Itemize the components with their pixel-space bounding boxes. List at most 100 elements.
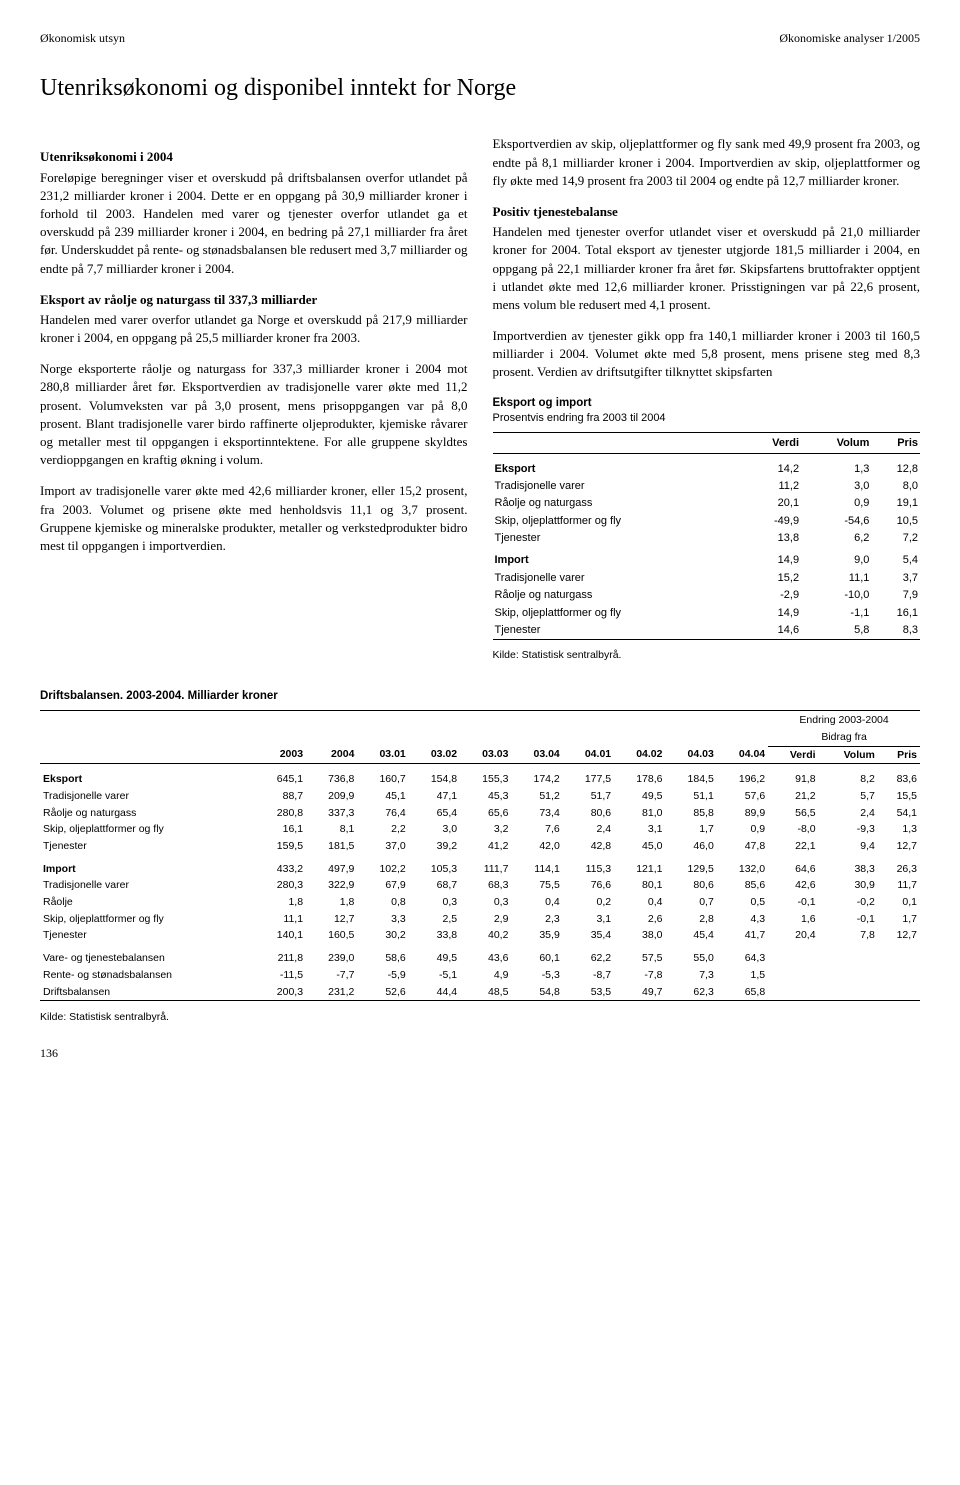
body-paragraph: Handelen med varer overfor utlandet ga N… [40,311,468,347]
table-cell: 45,0 [614,838,665,855]
table-cell: 0,4 [614,894,665,911]
table-row: Driftsbalansen200,3231,252,644,448,554,8… [40,984,920,1001]
table-title: Driftsbalansen. 2003-2004. Milliarder kr… [40,688,920,710]
table-cell: 5,7 [819,788,878,805]
table-row: Skip, oljeplattformer og fly14,9-1,116,1 [493,605,921,622]
table-cell: Eksport [40,765,255,788]
left-column: Utenriksøkonomi i 2004 Foreløpige beregn… [40,135,468,663]
table-cell: 1,7 [665,821,716,838]
table-cell: 45,4 [665,927,716,944]
table-cell: 6,2 [801,530,871,547]
table-cell: 132,0 [717,855,768,878]
table-cell: 22,1 [768,838,818,855]
table-cell: 64,3 [717,944,768,967]
table-cell: 121,1 [614,855,665,878]
table-cell: 51,1 [665,788,716,805]
table-cell: 231,2 [306,984,357,1001]
table-cell: Skip, oljeplattformer og fly [40,821,255,838]
table-cell: 0,8 [357,894,408,911]
table-row: Import433,2497,9102,2105,3111,7114,1115,… [40,855,920,878]
body-paragraph: Norge eksporterte råolje og naturgass fo… [40,360,468,469]
table-cell: 9,0 [801,547,871,569]
table-header-cell: 03.04 [511,746,562,764]
page-title: Utenriksøkonomi og disponibel inntekt fo… [40,72,920,106]
table-cell: Rente- og stønadsbalansen [40,967,255,984]
table-cell: 11,2 [742,478,801,495]
table-cell: Vare- og tjenestebalansen [40,944,255,967]
table-row: Eksport 14,2 1,3 12,8 [493,456,921,478]
table-cell: Tradisjonelle varer [493,570,743,587]
table-header-cell: Verdi [742,435,801,453]
table-cell: 51,7 [563,788,614,805]
table-cell: 54,8 [511,984,562,1001]
table-header-cell [493,435,743,453]
table-cell: 58,6 [357,944,408,967]
table-cell: 3,2 [460,821,511,838]
table-cell: Skip, oljeplattformer og fly [493,513,743,530]
table-cell: 15,2 [742,570,801,587]
table-cell: 2,8 [665,911,716,928]
drifts-balance-table: Driftsbalansen. 2003-2004. Milliarder kr… [40,688,920,1025]
table-row: Import 14,9 9,0 5,4 [493,547,921,569]
table-cell: -8,0 [768,821,818,838]
table-cell: 111,7 [460,855,511,878]
header-right: Økonomiske analyser 1/2005 [779,30,920,47]
table-cell: -0,1 [819,911,878,928]
table-cell: 68,3 [460,877,511,894]
table-cell: 38,0 [614,927,665,944]
table-cell: 14,9 [742,547,801,569]
table-cell: 5,4 [871,547,920,569]
table-cell: 280,8 [255,805,306,822]
section-heading: Positiv tjenestebalanse [493,203,921,221]
table-row: Tjenester14,65,88,3 [493,622,921,640]
table-cell: Driftsbalansen [40,984,255,1001]
table-cell: 53,5 [563,984,614,1001]
table-cell: 200,3 [255,984,306,1001]
table-cell: 65,4 [409,805,460,822]
table-cell: 736,8 [306,765,357,788]
body-paragraph: Import av tradisjonelle varer økte med 4… [40,482,468,555]
table-cell: 12,7 [306,911,357,928]
table-cell: 140,1 [255,927,306,944]
table-cell: 49,5 [614,788,665,805]
table-cell: -5,9 [357,967,408,984]
page-header: Økonomisk utsyn Økonomiske analyser 1/20… [40,30,920,47]
table-cell [878,984,920,1001]
table-cell: -11,5 [255,967,306,984]
table-cell: 280,3 [255,877,306,894]
table-cell: 30,9 [819,877,878,894]
section-heading: Utenriksøkonomi i 2004 [40,148,468,166]
table-header-cell: Pris [871,435,920,453]
table-title: Eksport og import [493,395,921,411]
table-cell: 47,8 [717,838,768,855]
table-header-cell: 03.03 [460,746,511,764]
table-cell: Tjenester [493,530,743,547]
table-cell: 2,2 [357,821,408,838]
table-super-header: Endring 2003-2004 [40,712,920,729]
table-cell: 80,6 [563,805,614,822]
table-header-cell: 2004 [306,746,357,764]
table-row: Tradisjonelle varer88,7209,945,147,145,3… [40,788,920,805]
table-cell: Råolje og naturgass [40,805,255,822]
table-cell: 115,3 [563,855,614,878]
table-row: Vare- og tjenestebalansen211,8239,058,64… [40,944,920,967]
table-cell: 0,3 [460,894,511,911]
table-cell: 2,4 [563,821,614,838]
table-cell: 40,2 [460,927,511,944]
table-cell: 0,5 [717,894,768,911]
table-cell: 20,4 [768,927,818,944]
table-cell: 5,8 [801,622,871,640]
table-cell: -1,1 [801,605,871,622]
table-cell: 80,6 [665,877,716,894]
table-header-cell: Volum [819,746,878,764]
table-cell: 4,9 [460,967,511,984]
table-cell: 16,1 [255,821,306,838]
table-cell: 159,5 [255,838,306,855]
table-cell: -49,9 [742,513,801,530]
table-cell: 3,0 [409,821,460,838]
table-cell: 68,7 [409,877,460,894]
table-cell [878,967,920,984]
table-cell: 13,8 [742,530,801,547]
table-cell: 49,5 [409,944,460,967]
table-header-cell: 2003 [255,746,306,764]
